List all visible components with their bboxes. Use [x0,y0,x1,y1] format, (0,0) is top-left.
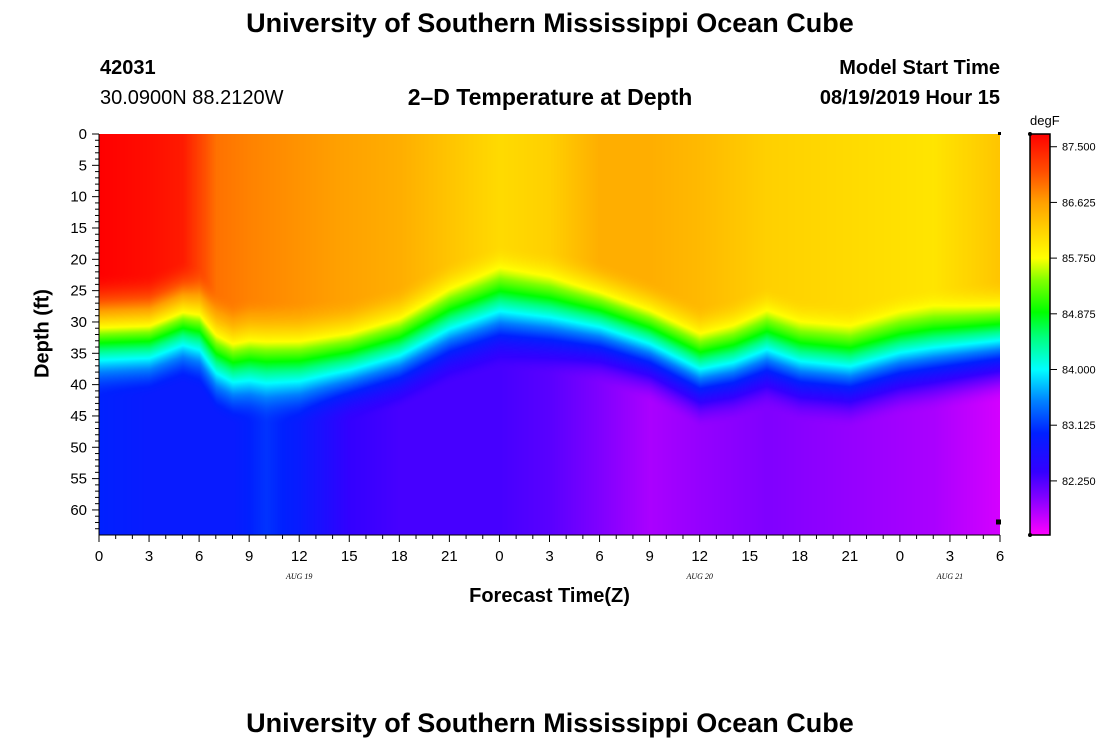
y-tick-label: 50 [70,439,87,456]
y-tick-label: 45 [70,408,87,425]
colorbar-label: 84.875 [1062,309,1096,321]
x-tick-label: 9 [645,548,653,565]
model-start-value: 08/19/2019 Hour 15 [819,87,1000,109]
x-tick-label: 3 [145,548,153,565]
colorbar-end-marker [1028,533,1032,537]
y-tick-label: 5 [79,157,87,174]
y-tick-label: 10 [70,189,87,206]
heatmap-area [99,134,1000,535]
x-tick-label: 15 [341,548,358,565]
y-tick-label: 40 [70,377,87,394]
x-tick-label: 6 [195,548,203,565]
y-tick-label: 55 [70,471,87,488]
colorbar-label: 82.250 [1062,476,1096,488]
y-tick-label: 30 [70,314,87,331]
footer-title: University of Southern Mississippi Ocean… [246,708,854,738]
y-tick-label: 60 [70,502,87,519]
colorbar-label: 87.500 [1062,142,1096,154]
colorbar-label: 84.000 [1062,365,1096,377]
x-tick-label: 3 [545,548,553,565]
colorbar-end-marker [1028,132,1032,136]
x-tick-label: 6 [996,548,1004,565]
x-date-label: AUG 19 [285,572,312,581]
corner-marker [998,132,1001,135]
x-date-label: AUG 20 [685,572,712,581]
y-tick-label: 35 [70,345,87,362]
x-tick-label: 15 [741,548,758,565]
x-tick-label: 0 [495,548,503,565]
station-coordinates: 30.0900N 88.2120W [100,87,284,109]
station-id: 42031 [100,57,156,79]
page-title: University of Southern Mississippi Ocean… [246,8,854,38]
x-axis-label: Forecast Time(Z) [469,585,630,607]
x-tick-label: 21 [841,548,858,565]
y-tick-label: 25 [70,283,87,300]
x-tick-label: 12 [691,548,708,565]
x-tick-label: 9 [245,548,253,565]
corner-marker [996,519,1001,525]
colorbar-label: 86.625 [1062,197,1096,209]
x-tick-label: 18 [791,548,808,565]
axes: 0 3 6 9 12 15 18 21 0 3 6 9 12 15 18 21 0 3 6 AUG 19 AUG 20 A… [70,126,1004,581]
plot-title: 2–D Temperature at Depth [407,84,693,110]
colorbar-unit: degF [1030,113,1060,128]
x-tick-label: 18 [391,548,408,565]
x-date-label: AUG 21 [936,572,963,581]
x-tick-label: 6 [595,548,603,565]
y-axis-label: Depth (ft) [31,289,54,378]
y-tick-label: 0 [79,126,87,143]
y-tick-label: 20 [70,251,87,268]
y-tick-label: 15 [70,220,87,237]
colorbar-gradient [1029,133,1051,536]
colorbar-label: 83.125 [1062,420,1096,432]
x-tick-label: 0 [896,548,904,565]
x-tick-label: 12 [291,548,308,565]
colorbar: 87.500 86.625 85.750 84.875 84.000 83.125 82.2… [1028,132,1096,537]
x-tick-label: 21 [441,548,458,565]
heatmap-canvas [99,134,1000,535]
x-tick-label: 0 [95,548,103,565]
colorbar-label: 85.750 [1062,253,1096,265]
model-start-label: Model Start Time [839,57,1000,79]
x-tick-label: 3 [946,548,954,565]
